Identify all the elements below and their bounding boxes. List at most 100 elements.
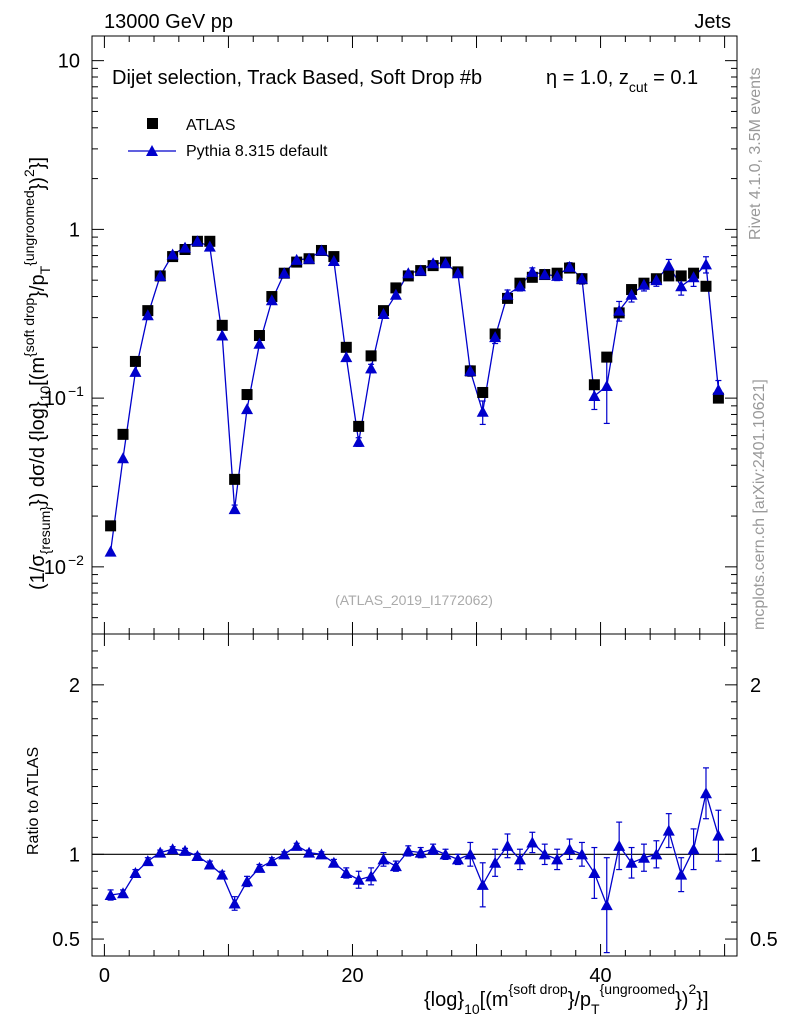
yl-sup1: {soft drop [21, 298, 37, 357]
ratio-point [402, 844, 415, 856]
main-ytick-label: 10 [44, 557, 66, 579]
ratio-ytick-label-right: 2 [750, 675, 761, 697]
ratio-point [501, 839, 514, 851]
pythia-point [303, 252, 316, 264]
title-tail-2: = 0.1 [648, 67, 699, 89]
pythia-point [402, 267, 415, 279]
ratio-point [117, 887, 130, 899]
pythia-point [699, 258, 712, 270]
atlas-point [601, 351, 613, 363]
pythia-point [141, 309, 154, 321]
ratio-point [414, 846, 427, 858]
ratio-xtick-label: 20 [341, 965, 363, 987]
pythia-point [278, 267, 291, 279]
yl-p5: }) [27, 177, 49, 190]
xl-p1: {log} [424, 989, 464, 1011]
pythia-point [203, 240, 216, 252]
pythia-point [513, 280, 526, 292]
header-left: 13000 GeV pp [104, 11, 233, 33]
ratio-point [327, 856, 340, 868]
pythia-point [613, 304, 626, 316]
atlas-point [700, 280, 712, 292]
pythia-point [166, 248, 179, 260]
pythia-point [179, 241, 192, 253]
pythia-point [265, 294, 278, 306]
main-ytick-label: 10 [58, 51, 80, 73]
atlas-point [340, 341, 352, 353]
yl-p1: (1/σ [27, 554, 49, 590]
ratio-x-ticks: 0 20 40 [99, 634, 726, 987]
pythia-point [439, 257, 452, 269]
pythia-point [104, 545, 117, 557]
analysis-watermark: (ATLAS_2019_I1772062) [335, 592, 493, 608]
pythia-point [389, 288, 402, 300]
ratio-point [476, 878, 489, 890]
header-right: Jets [694, 11, 731, 33]
ratio-point [464, 848, 477, 860]
atlas-point [477, 386, 489, 398]
ratio-point [712, 829, 725, 841]
pythia-point [315, 244, 328, 256]
ratio-point [290, 839, 303, 851]
ratio-y-ticks: 0.5 0.5 1 1 2 2 [52, 650, 778, 951]
pythia-point [476, 405, 489, 417]
pythia-point [600, 379, 613, 391]
main-ylabel: (1/σ{resum}}) dσ/d {log}10[(m{soft drop}… [21, 157, 53, 590]
ratio-ylabel: Ratio to ATLAS [25, 747, 42, 855]
ratio-point [650, 848, 663, 860]
pythia-point [464, 364, 477, 376]
main-x-ticks [103, 36, 726, 634]
chart-title-tail: η = 1.0, zcut = 0.1 [546, 67, 698, 95]
main-ytick-exponent: −1 [68, 383, 84, 399]
pythia-point [501, 288, 514, 300]
ratio-point [675, 868, 688, 880]
ratio-xtick-label: 0 [99, 965, 110, 987]
pythia-point [427, 257, 440, 269]
pythia-point [489, 331, 502, 343]
yl-p2: }) dσ/d {log} [27, 401, 49, 506]
ratio-point [191, 850, 204, 862]
ratio-data [104, 767, 725, 954]
xl-s1: 10 [464, 1001, 480, 1017]
yl-s2: 10 [37, 386, 53, 402]
pythia-point [191, 235, 204, 247]
ratio-point [104, 888, 117, 900]
ratio-point [352, 873, 365, 885]
title-tail-1: η = 1.0, z [546, 67, 629, 89]
main-ytick-label: 1 [69, 219, 80, 241]
pythia-point [687, 271, 700, 283]
ratio-ytick-label-right: 1 [750, 844, 761, 866]
pythia-point [662, 259, 675, 271]
ratio-point [637, 851, 650, 863]
xl-s2: T [591, 1001, 600, 1017]
pythia-point [712, 383, 725, 395]
pythia-point [340, 351, 353, 363]
ratio-point [203, 858, 216, 870]
xl-p4: }) [675, 989, 688, 1011]
xl-p5: }] [696, 989, 708, 1011]
atlas-point [241, 389, 253, 401]
ratio-point [216, 868, 229, 880]
ratio-point [513, 853, 526, 865]
atlas-point [390, 282, 402, 294]
chart-title-main: Dijet selection, Track Based, Soft Drop … [112, 67, 482, 89]
ratio-point [389, 860, 402, 872]
atlas-point [253, 330, 265, 342]
ratio-point [166, 843, 179, 855]
atlas-point [353, 420, 365, 432]
pythia-point [563, 260, 576, 272]
atlas-point [675, 270, 687, 282]
ratio-point [600, 899, 613, 911]
yl-sup3: 2 [21, 169, 37, 177]
atlas-point [588, 379, 600, 391]
rivet-label: Rivet 4.1.0, 3.5M events [747, 67, 764, 240]
ratio-point [563, 843, 576, 855]
ratio-xlabel: {log}10[(m{soft drop}/pT{ungroomed})2}] [424, 981, 709, 1017]
ratio-point [228, 897, 241, 909]
ratio-point [315, 848, 328, 860]
legend: ATLAS Pythia 8.315 default [128, 117, 328, 160]
legend-atlas-marker [147, 118, 158, 129]
